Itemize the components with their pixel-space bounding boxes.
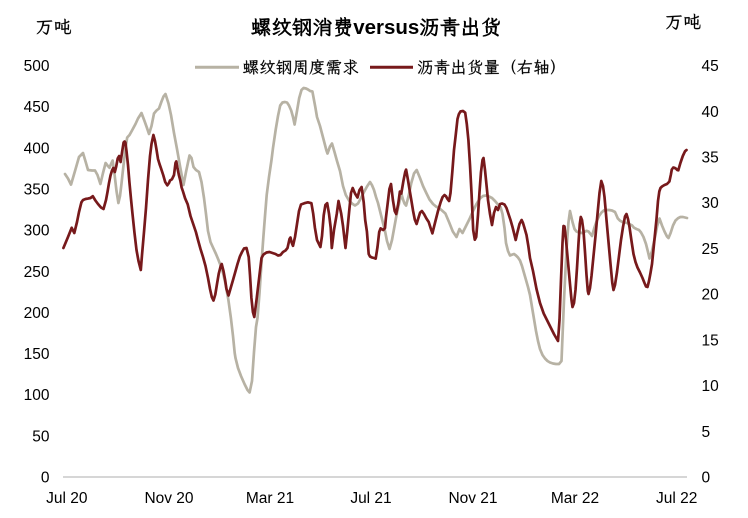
svg-text:Jul 20: Jul 20: [46, 490, 88, 507]
svg-text:15: 15: [702, 332, 719, 349]
svg-text:20: 20: [702, 287, 720, 304]
svg-text:300: 300: [24, 223, 50, 240]
svg-text:10: 10: [702, 378, 720, 395]
svg-text:Nov 21: Nov 21: [448, 490, 497, 507]
svg-text:450: 450: [24, 99, 50, 116]
svg-text:Mar 22: Mar 22: [551, 490, 599, 507]
svg-text:100: 100: [24, 387, 50, 404]
svg-text:45: 45: [702, 58, 719, 75]
svg-text:40: 40: [702, 104, 720, 121]
svg-text:Nov 20: Nov 20: [144, 490, 193, 507]
svg-text:50: 50: [32, 428, 50, 445]
svg-text:versus: versus: [353, 16, 419, 39]
svg-text:500: 500: [24, 58, 50, 75]
svg-text:0: 0: [702, 470, 711, 487]
svg-text:Jul 21: Jul 21: [350, 490, 391, 507]
svg-text:250: 250: [24, 264, 50, 281]
svg-text:30: 30: [702, 195, 720, 212]
svg-text:400: 400: [24, 140, 50, 157]
svg-text:5: 5: [702, 424, 711, 441]
svg-text:200: 200: [24, 305, 50, 322]
svg-text:350: 350: [24, 182, 50, 199]
svg-text:Mar 21: Mar 21: [246, 490, 294, 507]
svg-text:0: 0: [41, 470, 50, 487]
svg-text:35: 35: [702, 150, 719, 167]
svg-text:150: 150: [24, 346, 50, 363]
svg-text:Jul 22: Jul 22: [656, 490, 697, 507]
svg-text:25: 25: [702, 241, 719, 258]
